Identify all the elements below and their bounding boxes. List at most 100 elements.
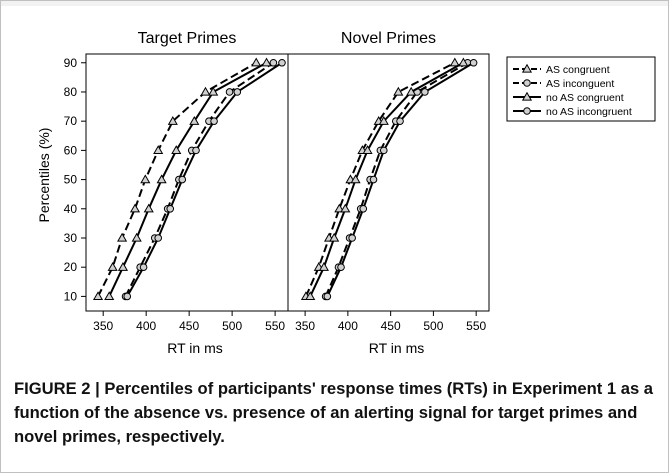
- data-point: [421, 88, 429, 96]
- data-point: [92, 291, 104, 301]
- data-point: [396, 117, 404, 125]
- data-point: [200, 86, 211, 96]
- chart-panel-2: Novel Primes 350 400 450 500 550 RT in ms: [287, 30, 490, 356]
- plot-frame: [287, 53, 490, 312]
- series-no-as-congruent: [104, 57, 272, 301]
- data-point: [318, 261, 329, 271]
- panel-title: Target Primes: [138, 30, 237, 47]
- data-point: [233, 88, 242, 96]
- series-line: [309, 61, 464, 297]
- data-point: [393, 86, 404, 96]
- data-point: [139, 263, 148, 271]
- legend-marker: [523, 79, 531, 87]
- legend-marker: [521, 63, 533, 73]
- x-tick-label: 500: [423, 319, 443, 333]
- data-point: [153, 145, 164, 155]
- panel-title: Novel Primes: [341, 30, 436, 47]
- x-tick-label: 400: [338, 319, 358, 333]
- data-point: [340, 203, 351, 213]
- data-point: [117, 261, 129, 271]
- data-point: [129, 203, 141, 213]
- data-point: [449, 57, 460, 67]
- x-tick-label: 550: [265, 319, 285, 333]
- series-line: [126, 61, 283, 297]
- x-tick-label: 450: [381, 319, 401, 333]
- legend-marker: [521, 91, 533, 101]
- series-line: [305, 61, 456, 297]
- data-point: [362, 145, 373, 155]
- y-tick-label: 20: [64, 260, 78, 274]
- series-line: [324, 61, 469, 297]
- data-point: [166, 204, 175, 213]
- y-tick-label: 50: [64, 173, 78, 187]
- data-point: [269, 58, 278, 67]
- x-tick-label: 500: [222, 319, 242, 333]
- series-as-congruent: [92, 57, 262, 301]
- legend: AS congruent AS inconguent no AS congruent…: [506, 56, 656, 122]
- y-tick-label: 70: [64, 114, 78, 128]
- data-point: [350, 174, 361, 184]
- data-point: [154, 234, 163, 242]
- y-tick-label: 40: [64, 202, 78, 216]
- data-point: [378, 115, 389, 125]
- data-point: [107, 261, 118, 271]
- legend-label: no AS congruent: [546, 92, 624, 104]
- plot-frame: [85, 53, 289, 312]
- data-point: [210, 117, 218, 125]
- data-point: [359, 204, 368, 213]
- data-point: [167, 115, 178, 125]
- chart-area: Target Primes 350 400 450 500 550 RT in ms 10 20…: [36, 30, 656, 356]
- legend-label: AS congruent: [546, 64, 610, 76]
- x-axis-label: RT in ms: [167, 340, 223, 356]
- data-point: [140, 174, 151, 184]
- data-point: [123, 292, 132, 301]
- y-tick-label: 90: [64, 56, 78, 70]
- data-point: [131, 232, 142, 242]
- data-point: [143, 203, 154, 213]
- data-point: [178, 175, 187, 184]
- chart-panel-1: Target Primes 350 400 450 500 550 RT in ms 10 20…: [64, 30, 289, 356]
- data-point: [171, 145, 182, 155]
- data-point: [117, 232, 128, 242]
- data-point: [469, 58, 478, 67]
- legend-marker: [523, 107, 531, 115]
- figure-caption: FIGURE 2 | Percentiles of participants' …: [14, 379, 654, 446]
- y-tick-label: 10: [64, 289, 78, 303]
- data-point: [369, 175, 378, 184]
- data-point: [261, 57, 272, 67]
- data-point: [305, 291, 316, 301]
- data-point: [458, 57, 469, 67]
- x-tick-label: 450: [179, 319, 199, 333]
- legend-label: AS inconguent: [546, 78, 614, 90]
- data-point: [406, 86, 417, 96]
- data-point: [104, 291, 115, 301]
- x-tick-label: 350: [93, 319, 113, 333]
- data-point: [337, 263, 345, 271]
- y-tick-label: 80: [64, 85, 78, 99]
- x-tick-label: 400: [136, 319, 156, 333]
- data-point: [251, 57, 262, 67]
- series-no-as-incongruent: [123, 58, 286, 301]
- x-tick-label: 550: [466, 319, 486, 333]
- data-point: [192, 146, 200, 155]
- legend-label: no AS incongruent: [546, 106, 632, 118]
- data-point: [278, 58, 286, 67]
- data-point: [208, 86, 219, 96]
- y-axis-label: Percentiles (%): [36, 128, 52, 223]
- data-point: [323, 292, 332, 301]
- series-line: [124, 61, 274, 297]
- data-point: [348, 234, 356, 242]
- series-no-as-congruent: [305, 57, 469, 301]
- series-no-as-incongruent: [323, 58, 478, 301]
- data-point: [329, 232, 340, 242]
- data-point: [189, 115, 200, 125]
- y-tick-label: 30: [64, 231, 78, 245]
- data-point: [334, 203, 345, 213]
- y-tick-label: 60: [64, 143, 78, 157]
- x-axis-label: RT in ms: [369, 340, 425, 356]
- series-line: [108, 61, 267, 297]
- x-tick-label: 350: [295, 319, 315, 333]
- data-point: [156, 174, 167, 184]
- data-point: [379, 146, 388, 155]
